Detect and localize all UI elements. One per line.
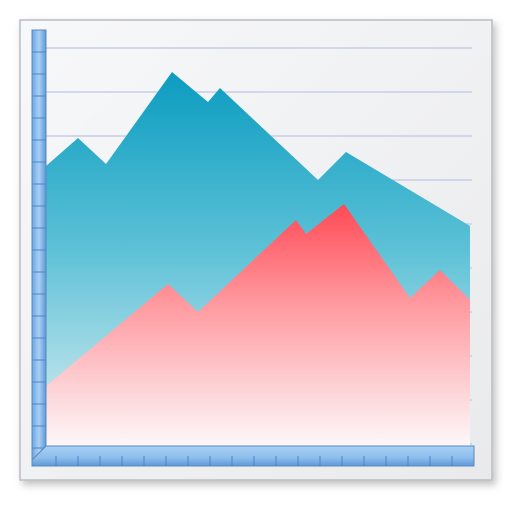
x-axis <box>31 445 475 467</box>
red-area-series <box>46 204 470 456</box>
y-axis <box>31 29 47 461</box>
